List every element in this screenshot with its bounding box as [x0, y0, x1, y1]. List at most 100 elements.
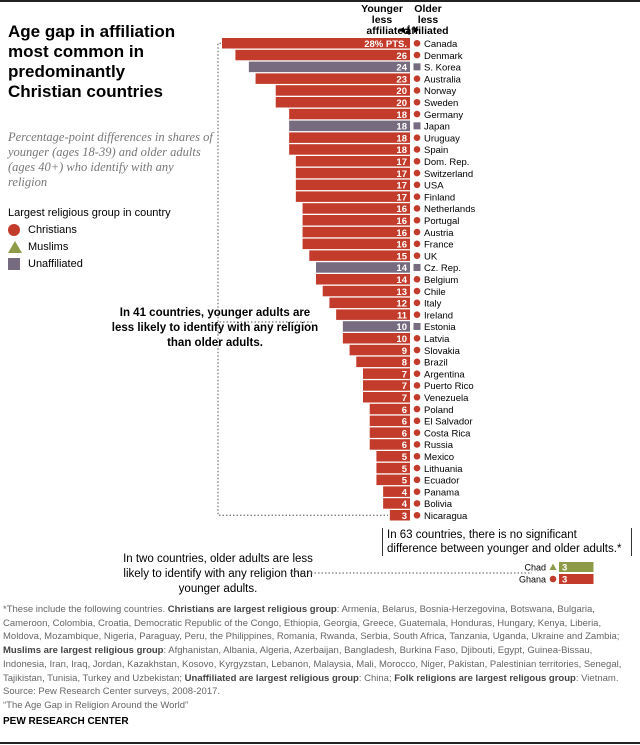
triangle-icon: [8, 241, 22, 253]
footnote-folk-list: : Vietnam.: [575, 672, 619, 684]
circle-icon: [413, 311, 421, 318]
bar-chad: [559, 562, 594, 572]
bar-ghana: [559, 574, 594, 584]
bar-cz-rep-: [316, 262, 410, 273]
value-label: 26: [396, 51, 407, 62]
country-label: Denmark: [424, 51, 463, 62]
bar-chile: [322, 285, 410, 297]
bar-poland: [369, 403, 410, 415]
square-icon: [413, 122, 421, 130]
country-label: Brazil: [424, 358, 448, 369]
country-label: Venezuela: [424, 393, 469, 404]
bar-panama: [383, 486, 410, 497]
country-label: Puerto Rico: [424, 381, 474, 392]
value-label: 23: [396, 74, 407, 85]
bar-sweden: [275, 97, 410, 108]
country-label: Ireland: [424, 310, 453, 321]
footnote-muslim-list: : Afghanistan, Albania, Algeria, Azerbai…: [3, 645, 622, 684]
value-label: 13: [396, 287, 407, 298]
bar-ireland: [336, 309, 410, 320]
value-label: 17: [396, 169, 407, 180]
circle-icon: [413, 299, 421, 307]
circle-icon: [413, 75, 421, 82]
bar-italy: [329, 297, 410, 309]
footnote: *These include the following countries. …: [3, 603, 638, 713]
bar-el-salvador: [369, 415, 410, 427]
country-label: Canada: [424, 39, 458, 50]
value-label: 18: [396, 145, 407, 156]
country-label: Argentina: [424, 369, 465, 380]
country-label: Portugal: [424, 216, 459, 227]
square-icon: [8, 258, 20, 270]
country-label: Russia: [424, 440, 454, 451]
top-rule: [0, 0, 640, 2]
country-label: Poland: [424, 405, 454, 416]
bar-netherlands: [302, 203, 410, 214]
bar-lithuania: [376, 462, 410, 474]
value-label: 16: [396, 216, 407, 227]
bracket-line: [217, 42, 388, 516]
country-label: Finland: [424, 192, 455, 203]
header-younger: affiliated: [366, 25, 409, 37]
circle-icon: [413, 393, 421, 401]
source-note: Source: Pew Research Center surveys, 200…: [3, 686, 221, 698]
circle-icon: [413, 464, 421, 472]
value-label: 3: [562, 563, 567, 574]
value-label: 17: [396, 157, 407, 168]
value-label: 5: [402, 464, 408, 475]
value-label: 3: [562, 575, 567, 586]
country-label: Chad: [524, 563, 546, 573]
country-label: Spain: [424, 145, 448, 156]
country-label: S. Korea: [424, 63, 462, 74]
legend: Largest religious group in country Chris…: [8, 207, 171, 270]
circle-icon: [413, 110, 421, 118]
country-label: Uruguay: [424, 133, 460, 144]
circle-icon: [413, 500, 421, 507]
value-label: 7: [402, 369, 407, 380]
value-label: 11: [397, 310, 408, 321]
bar-austria: [302, 226, 410, 238]
country-label: Cz. Rep.: [424, 263, 461, 274]
country-label: Switzerland: [424, 169, 473, 180]
circle-icon: [413, 287, 421, 295]
country-label: Ecuador: [424, 476, 459, 487]
value-label: 16: [396, 228, 407, 239]
value-label: 17: [396, 192, 407, 203]
value-label: 16: [396, 204, 407, 215]
bar-uk: [309, 250, 410, 261]
value-label: 5: [402, 452, 408, 463]
country-label: Austria: [424, 228, 454, 239]
bar-norway: [275, 85, 410, 96]
bar-france: [302, 238, 410, 250]
circle-icon: [413, 358, 421, 366]
bar-s-korea: [248, 61, 410, 73]
bar-nicaragua: [389, 510, 410, 521]
circle-icon: [413, 39, 421, 47]
country-label: Belgium: [424, 275, 458, 286]
bottom-rule: [0, 742, 640, 744]
value-label: 20: [396, 98, 407, 109]
country-label: Australia: [424, 74, 462, 85]
legend-item-unaffiliated: Unaffiliated: [8, 258, 171, 270]
country-label: Slovakia: [424, 346, 461, 357]
country-label: Panama: [424, 487, 460, 498]
country-label: UK: [424, 251, 438, 262]
bar-japan: [289, 120, 410, 132]
circle-icon: [413, 275, 421, 283]
value-label: 15: [396, 251, 407, 262]
circle-icon: [413, 216, 421, 224]
country-label: Ghana: [519, 575, 546, 585]
value-label: 24: [396, 63, 407, 74]
country-label: El Salvador: [424, 417, 473, 428]
country-label: Bolivia: [424, 499, 453, 510]
country-label: Netherlands: [424, 204, 475, 215]
report-title: “The Age Gap in Religion Around the Worl…: [3, 699, 189, 711]
value-label: 6: [402, 417, 407, 428]
bar-bolivia: [383, 498, 410, 509]
brand-logo-text: PEW RESEARCH CENTER: [3, 716, 129, 727]
header-younger: Younger: [361, 3, 403, 15]
country-label: Sweden: [424, 98, 458, 109]
circle-icon: [413, 405, 421, 413]
bar-brazil: [356, 356, 410, 368]
